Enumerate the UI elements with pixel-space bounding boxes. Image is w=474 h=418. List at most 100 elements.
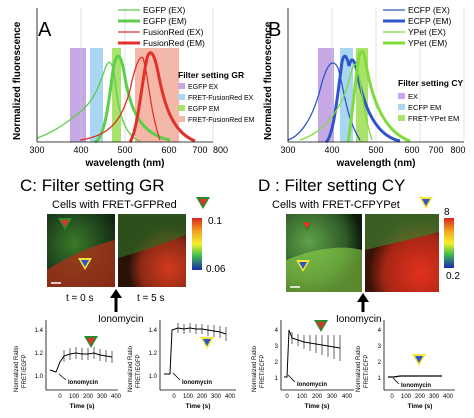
legend-ypet-em: YPet (EM)	[408, 38, 447, 48]
graph-c2: Normalized Ratio FRET/EGFP 1.0 1.2 1.4 0…	[128, 320, 236, 410]
scale-max: 0.1	[208, 216, 222, 227]
axis-label: Normalized Ratio	[356, 345, 362, 392]
xtick: 300	[211, 394, 222, 400]
axis-label: FRET/ECFP	[260, 355, 266, 388]
xtick: 100	[401, 394, 412, 400]
ytick: 1.4	[35, 328, 44, 334]
legend-ecfp-em: ECFP (EM)	[408, 16, 451, 26]
panel-b-filter-legend: Filter setting CY EX ECFP EM FRET-YPet E…	[398, 78, 464, 123]
xtick: 200	[197, 394, 208, 400]
panel-b: B Normalized fluorescence 300 400 500 60…	[263, 5, 466, 169]
panel-b-legend: ECFP (EX) ECFP (EM) YPet (EX) YPet (EM)	[383, 5, 451, 48]
ecfp-em-curve	[324, 54, 401, 144]
panel-b-ylabel: Normalized fluorescence	[263, 21, 274, 140]
color-scale-bar	[192, 218, 202, 270]
ytick: 3	[275, 344, 279, 350]
xtick: 200	[415, 394, 426, 400]
panel-c: C: Filter setting GR Cells with FRET-GFP…	[14, 176, 236, 410]
ecfp-ex-curve	[287, 62, 361, 141]
panel-a-xtick: 500	[117, 145, 132, 155]
color-scale-bar	[444, 218, 454, 268]
xtick: 0	[58, 394, 62, 400]
panel-d-heading: D : Filter setting CY	[258, 176, 405, 195]
ytick: 1	[378, 376, 382, 382]
panel-a-xlabel: wavelength (nm)	[85, 158, 165, 169]
cell-region-green	[118, 214, 186, 258]
annot-label: Ionomycin	[401, 383, 431, 389]
filter-title: Filter setting GR	[178, 70, 244, 80]
legend-ypet-ex: YPet (EX)	[408, 27, 446, 37]
xtick: 100	[297, 394, 308, 400]
egfp-ex-curve	[36, 61, 141, 142]
time-label-0: t = 0 s	[66, 293, 94, 304]
triangle-yellow-blue-icon	[200, 337, 214, 349]
x-axis-label: Time (s)	[408, 403, 433, 410]
x-axis-label: Time (s)	[305, 403, 330, 410]
panel-a-ylabel: Normalized fluorescence	[12, 21, 23, 140]
triangle-red-green-icon	[196, 197, 210, 209]
triangle-red-green-icon	[58, 218, 72, 230]
trace	[388, 375, 442, 378]
cell-region-red	[47, 240, 115, 287]
annot-label: Ionomycin	[297, 382, 327, 388]
filter-item: EGFP EX	[188, 84, 219, 91]
fusionred-em-curve	[128, 51, 196, 143]
x-axis-label: Time (s)	[186, 403, 211, 410]
scale-min: 0.06	[206, 264, 226, 275]
annot-label: Ionomycin	[182, 380, 212, 386]
panel-d-subheading: Cells with FRET-CFPYPet	[272, 199, 400, 211]
ypet-em-curve	[346, 49, 411, 143]
triangle-yellow-blue-icon	[296, 260, 310, 272]
ytick: 1.4	[149, 328, 158, 334]
triangle-red-green-icon	[314, 320, 328, 332]
axis-label: Normalized Ratio	[14, 345, 20, 392]
xtick: 300	[97, 394, 108, 400]
axis-label: FRET/EGFP	[22, 354, 28, 388]
trace	[164, 327, 227, 375]
panel-b-xlabel: wavelength (nm)	[336, 158, 416, 169]
xtick: 0	[390, 394, 394, 400]
graph-d1: Normalized Ratio FRET/ECFP 1 2 3 4 0 100…	[252, 320, 354, 410]
panel-a-xtick: 400	[73, 145, 88, 155]
triangle-red-green-icon	[84, 336, 98, 348]
xtick: 400	[111, 394, 122, 400]
fusionred-ex-curve	[79, 56, 161, 141]
xtick: 0	[172, 394, 176, 400]
panel-a-legend: EGFP (EX) EGFP (EM) FusionRed (EX) Fusio…	[118, 5, 205, 48]
panel-b-xtick: 400	[324, 145, 339, 155]
legend-egfp-ex: EGFP (EX)	[143, 5, 186, 15]
triangle-yellow-blue-icon	[419, 197, 433, 209]
panel-a-xtick: 600	[161, 145, 176, 155]
annot-arrow	[287, 374, 296, 383]
axis-label: FRET/EGFP	[136, 354, 142, 388]
panel-b-xtick: 300	[280, 145, 295, 155]
panel-c-subheading: Cells with FRET-GFPRed	[52, 199, 177, 211]
ypet-ex-curve	[299, 63, 373, 141]
filter-item: ECFP EM	[408, 103, 441, 112]
ytick: 4	[275, 328, 279, 334]
filter-item: FRET-FusionRed EM	[188, 117, 255, 124]
filter-item: EX	[408, 92, 418, 101]
annot-arrow	[58, 373, 67, 381]
xtick: 100	[183, 394, 194, 400]
panel-b-xtick: 800	[450, 145, 465, 155]
filter-item: EGFP EM	[188, 106, 220, 113]
xtick: 400	[443, 394, 454, 400]
ytick: 1.2	[149, 351, 158, 357]
axis-label: Normalized Ratio	[128, 345, 134, 392]
panel-a-xtick: 300	[29, 145, 44, 155]
xtick: 300	[327, 394, 338, 400]
axis-label: FRET/ECFP	[364, 355, 370, 388]
filter-item: FRET-FusionRed EX	[188, 95, 254, 102]
legend-egfp-em: EGFP (EM)	[143, 16, 187, 26]
cell-region-green	[365, 214, 439, 250]
xtick: 400	[342, 394, 353, 400]
panel-a-filter-legend: Filter setting GR EGFP EX FRET-FusionRed…	[178, 70, 255, 124]
panel-c-heading: C: Filter setting GR	[20, 176, 165, 195]
stimulus-label: Ionomycin	[98, 314, 144, 325]
panel-a-xtick: 700	[192, 145, 207, 155]
legend-fusionred-ex: FusionRed (EX)	[143, 27, 204, 37]
up-arrow-icon	[110, 289, 122, 312]
scale-max: 8	[444, 207, 450, 218]
graph-d2: Normalized Ratio FRET/ECFP 1 2 3 4 0 100…	[356, 320, 455, 410]
